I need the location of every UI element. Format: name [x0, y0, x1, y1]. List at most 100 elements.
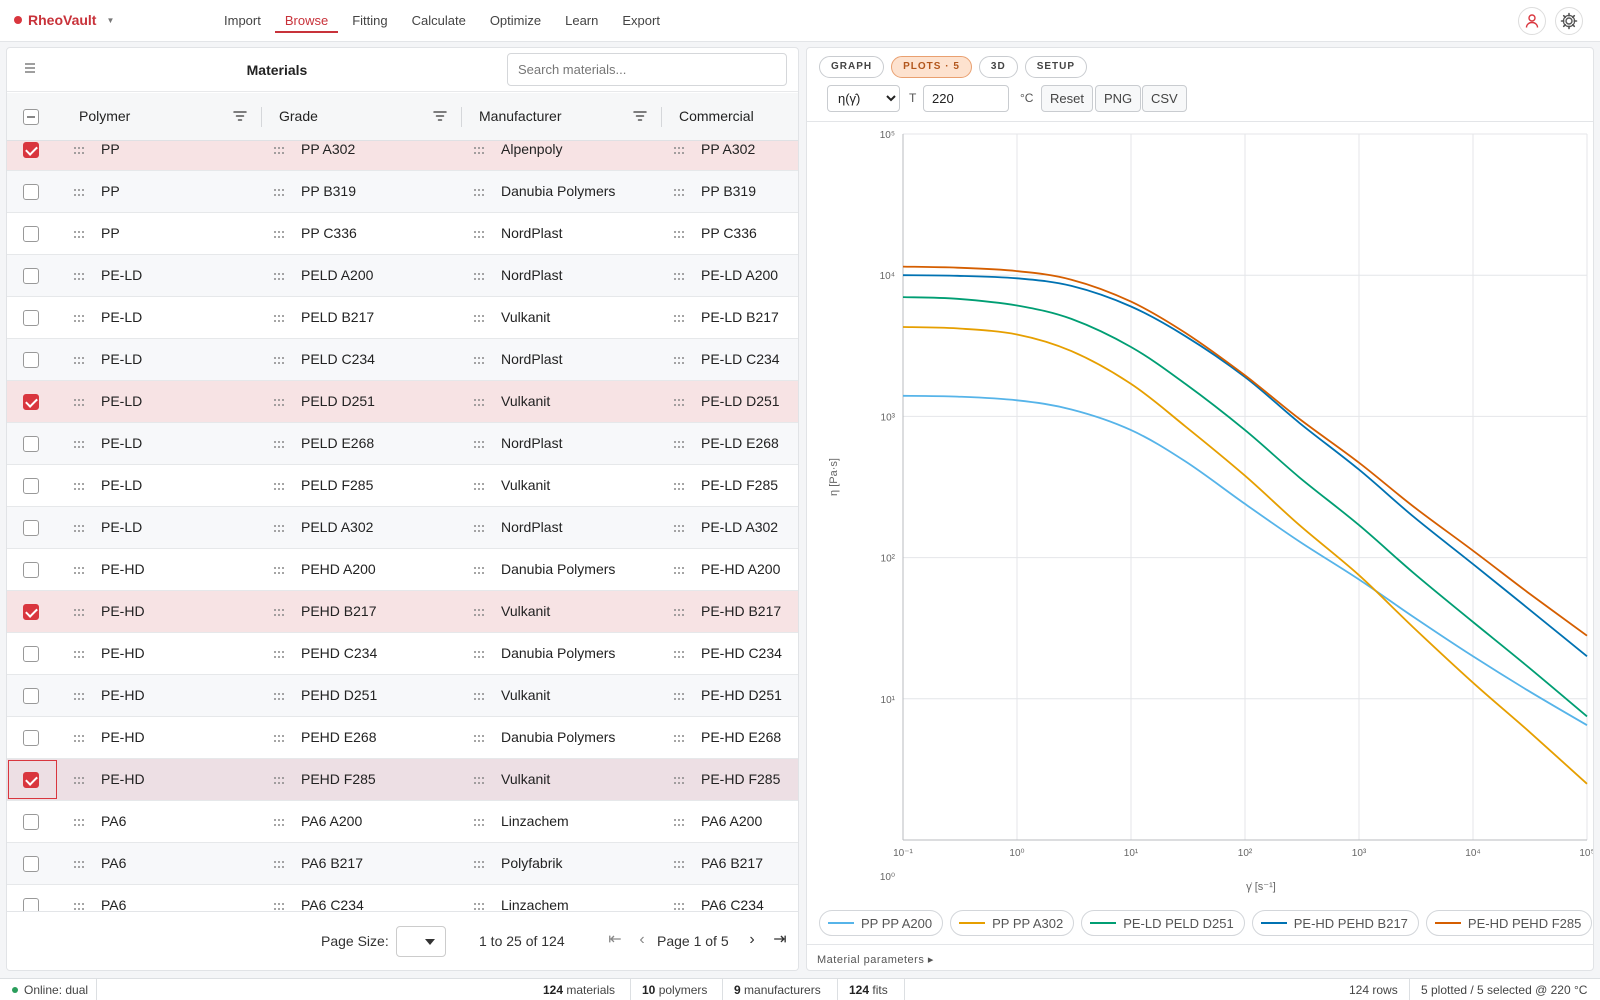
drag-handle-icon[interactable]: [273, 857, 285, 868]
table-row[interactable]: PP PP C336 NordPlast PP C336: [7, 213, 798, 255]
drag-handle-icon[interactable]: [673, 311, 685, 322]
drag-handle-icon[interactable]: [473, 731, 485, 742]
drag-handle-icon[interactable]: [273, 395, 285, 406]
table-row[interactable]: PE-HD PEHD B217 Vulkanit PE-HD B217: [7, 591, 798, 633]
drag-handle-icon[interactable]: [273, 185, 285, 196]
column-separator[interactable]: [461, 107, 462, 127]
tab-3d[interactable]: 3D: [978, 56, 1018, 78]
drag-handle-icon[interactable]: [673, 269, 685, 280]
settings-button[interactable]: [1555, 7, 1583, 35]
drag-handle-icon[interactable]: [273, 731, 285, 742]
series-line-pp-pp-a302[interactable]: [902, 326, 1588, 785]
drag-handle-icon[interactable]: [273, 353, 285, 364]
drag-handle-icon[interactable]: [273, 815, 285, 826]
drag-handle-icon[interactable]: [673, 227, 685, 238]
row-checkbox[interactable]: [23, 436, 39, 452]
drag-handle-icon[interactable]: [673, 647, 685, 658]
prev-page-button[interactable]: ‹: [639, 931, 645, 948]
drag-handle-icon[interactable]: [673, 815, 685, 826]
drag-handle-icon[interactable]: [473, 479, 485, 490]
table-row[interactable]: PE-HD PEHD C234 Danubia Polymers PE-HD C234: [7, 633, 798, 675]
reset-button[interactable]: Reset: [1041, 85, 1093, 112]
drag-handle-icon[interactable]: [673, 689, 685, 700]
drag-handle-icon[interactable]: [73, 227, 85, 238]
table-row[interactable]: PA6 PA6 B217 Polyfabrik PA6 B217: [7, 843, 798, 885]
table-row[interactable]: PE-LD PELD C234 NordPlast PE-LD C234: [7, 339, 798, 381]
drag-handle-icon[interactable]: [273, 773, 285, 784]
drag-handle-icon[interactable]: [273, 689, 285, 700]
row-checkbox[interactable]: [23, 142, 39, 158]
row-checkbox[interactable]: [23, 478, 39, 494]
drag-handle-icon[interactable]: [473, 857, 485, 868]
drag-handle-icon[interactable]: [473, 353, 485, 364]
table-row[interactable]: PP PP B319 Danubia Polymers PP B319: [7, 171, 798, 213]
tab-graph[interactable]: GRAPH: [819, 56, 885, 78]
drag-handle-icon[interactable]: [673, 437, 685, 448]
drag-handle-icon[interactable]: [273, 605, 285, 616]
temperature-input[interactable]: [923, 85, 1009, 112]
table-row[interactable]: PA6 PA6 C234 Linzachem PA6 C234: [7, 885, 798, 911]
drag-handle-icon[interactable]: [273, 311, 285, 322]
table-row[interactable]: PE-LD PELD F285 Vulkanit PE-LD F285: [7, 465, 798, 507]
drag-handle-icon[interactable]: [673, 899, 685, 910]
drag-handle-icon[interactable]: [673, 353, 685, 364]
drag-handle-icon[interactable]: [473, 395, 485, 406]
last-page-button[interactable]: ⇥: [773, 931, 787, 948]
drag-handle-icon[interactable]: [73, 143, 85, 154]
drag-handle-icon[interactable]: [273, 563, 285, 574]
table-row[interactable]: PE-HD PEHD A200 Danubia Polymers PE-HD A200: [7, 549, 798, 591]
drag-handle-icon[interactable]: [673, 185, 685, 196]
select-all-checkbox[interactable]: [23, 109, 39, 125]
viscosity-chart[interactable]: 10⁻¹ 10⁰ 10¹ 10² 10³ 10⁴ 10⁵ 10⁰ 10¹ 10² 10³ 10⁴ 10⁵…: [807, 122, 1594, 908]
drag-handle-icon[interactable]: [73, 479, 85, 490]
drag-handle-icon[interactable]: [473, 227, 485, 238]
table-row[interactable]: PA6 PA6 A200 Linzachem PA6 A200: [7, 801, 798, 843]
column-separator[interactable]: [661, 107, 662, 127]
nav-item-learn[interactable]: Learn: [565, 13, 599, 28]
table-row[interactable]: PE-HD PEHD E268 Danubia Polymers PE-HD E268: [7, 717, 798, 759]
table-row[interactable]: PE-HD PEHD D251 Vulkanit PE-HD D251: [7, 675, 798, 717]
drag-handle-icon[interactable]: [473, 521, 485, 532]
drag-handle-icon[interactable]: [473, 143, 485, 154]
row-checkbox[interactable]: [23, 268, 39, 284]
filter-icon[interactable]: [433, 109, 447, 123]
series-line-pe-hd-pehd-b217[interactable]: [902, 274, 1588, 657]
column-header-grade[interactable]: Grade: [279, 108, 318, 124]
row-checkbox[interactable]: [23, 898, 39, 911]
drag-handle-icon[interactable]: [73, 395, 85, 406]
drag-handle-icon[interactable]: [673, 143, 685, 154]
drag-handle-icon[interactable]: [73, 815, 85, 826]
series-line-pp-pp-a200[interactable]: [902, 394, 1588, 726]
nav-item-browse[interactable]: Browse: [274, 0, 339, 33]
nav-item-optimize[interactable]: Optimize: [489, 13, 542, 28]
drag-handle-icon[interactable]: [273, 227, 285, 238]
drag-handle-icon[interactable]: [73, 857, 85, 868]
user-button[interactable]: [1518, 7, 1546, 35]
row-checkbox[interactable]: [23, 772, 39, 788]
row-checkbox[interactable]: [23, 562, 39, 578]
drag-handle-icon[interactable]: [73, 353, 85, 364]
table-row[interactable]: PE-LD PELD D251 Vulkanit PE-LD D251: [7, 381, 798, 423]
legend-item-pe-hd-pehd-f285[interactable]: PE-HD PEHD F285: [1425, 910, 1593, 936]
row-checkbox[interactable]: [23, 394, 39, 410]
tab-plots-5[interactable]: PLOTS · 5: [891, 56, 972, 78]
column-header-polymer[interactable]: Polymer: [79, 108, 131, 124]
drag-handle-icon[interactable]: [673, 731, 685, 742]
table-row[interactable]: PE-LD PELD E268 NordPlast PE-LD E268: [7, 423, 798, 465]
drag-handle-icon[interactable]: [473, 605, 485, 616]
legend-item-pe-ld-peld-d251[interactable]: PE-LD PELD D251: [1081, 910, 1245, 936]
drag-handle-icon[interactable]: [673, 395, 685, 406]
tab-setup[interactable]: SETUP: [1024, 56, 1088, 78]
drag-handle-icon[interactable]: [473, 899, 485, 910]
drag-handle-icon[interactable]: [273, 479, 285, 490]
drag-handle-icon[interactable]: [673, 479, 685, 490]
drag-handle-icon[interactable]: [473, 563, 485, 574]
drag-handle-icon[interactable]: [73, 563, 85, 574]
row-checkbox[interactable]: [23, 856, 39, 872]
drag-handle-icon[interactable]: [673, 521, 685, 532]
drag-handle-icon[interactable]: [73, 689, 85, 700]
row-checkbox[interactable]: [23, 604, 39, 620]
column-header-commercial[interactable]: Commercial: [679, 108, 754, 124]
drag-handle-icon[interactable]: [73, 773, 85, 784]
row-checkbox[interactable]: [23, 646, 39, 662]
